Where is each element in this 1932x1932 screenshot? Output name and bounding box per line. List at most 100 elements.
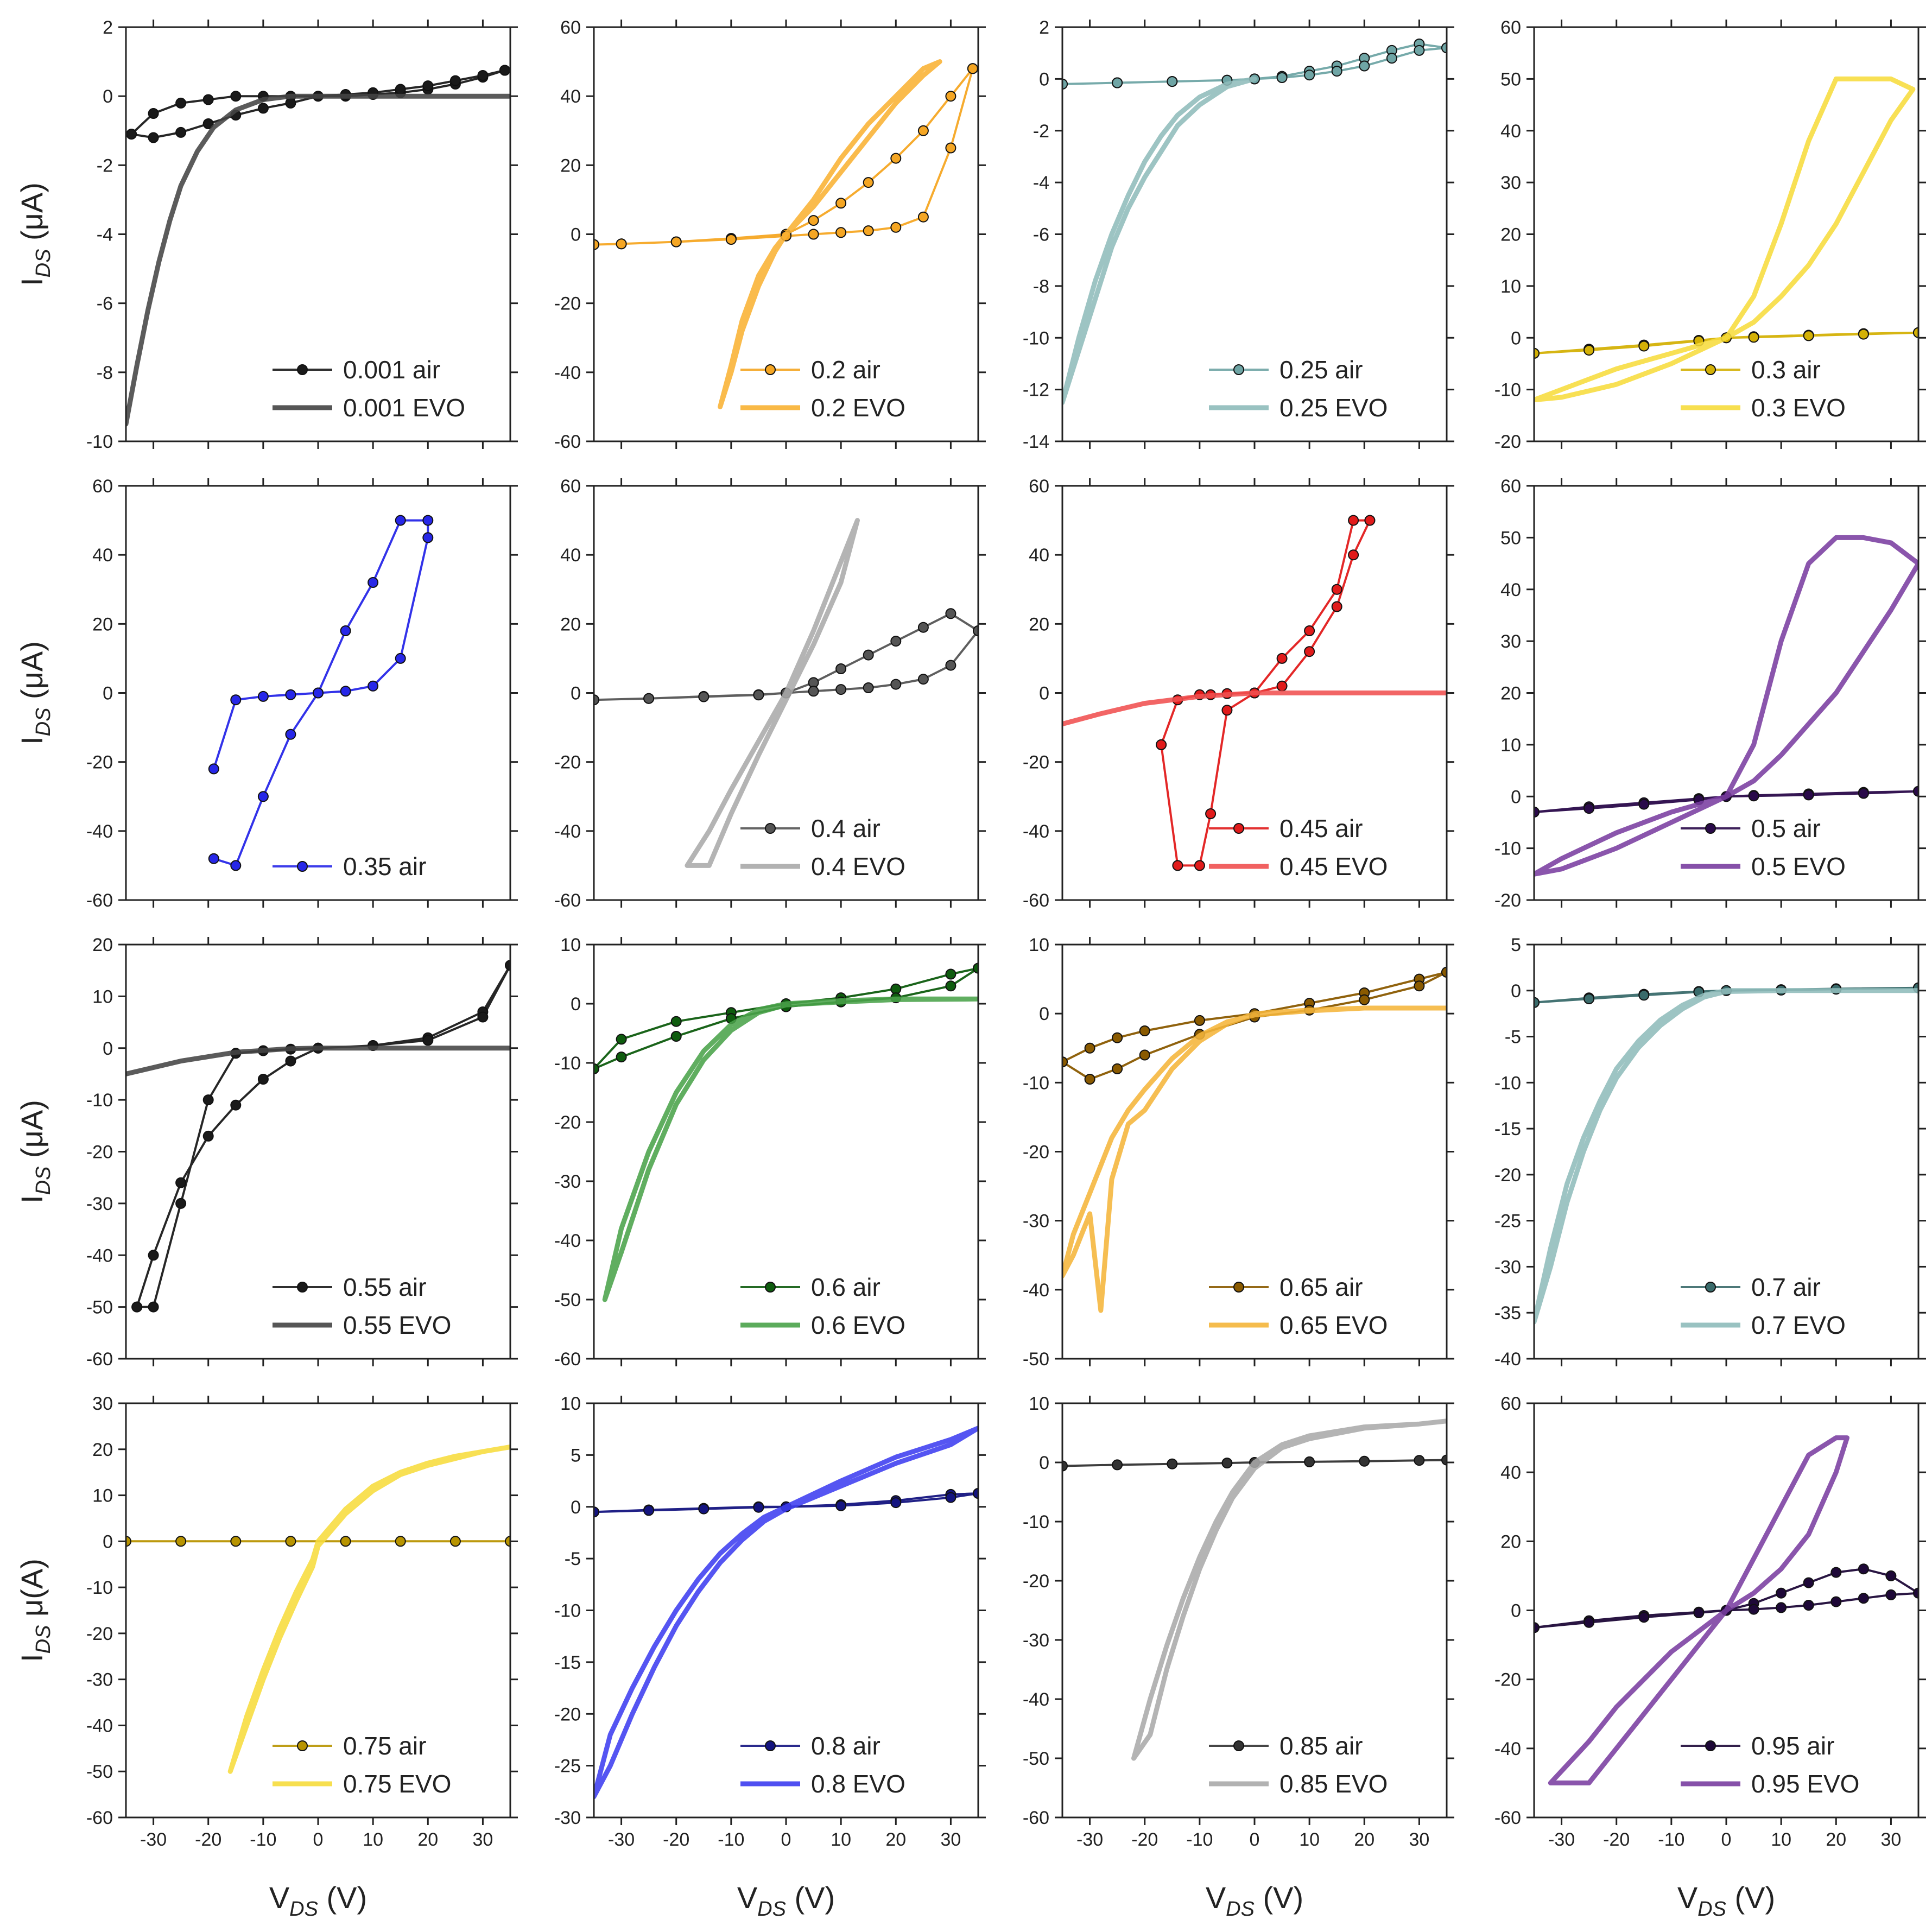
legend-label: 0.3 EVO [1751,394,1846,422]
x-axis-label: VDS (V) [1206,1880,1303,1921]
y-tick-label: 50 [1500,69,1521,90]
legend-marker [297,861,308,872]
legend-label: 0.25 air [1279,356,1363,384]
y-tick-label: -10 [1494,1073,1521,1093]
y-tick-label: 40 [560,86,581,107]
y-tick-label: 10 [560,1393,581,1414]
legend-marker [765,1740,776,1751]
series-line-1 [594,612,978,701]
data-marker [1112,1063,1123,1074]
data-marker [257,691,269,702]
data-marker [1583,1617,1595,1628]
legend-label: 0.55 air [343,1273,426,1301]
data-marker [863,177,874,188]
y-axis-label-main: I [15,1195,49,1203]
x-tick-label: 0 [1721,1829,1732,1850]
data-marker [1534,806,1540,818]
y-tick-label: -40 [554,1231,581,1251]
series-line-2 [1062,76,1257,405]
legend-label: 0.7 EVO [1751,1311,1846,1339]
x-axis-label-main: V [737,1880,758,1915]
y-tick-label: 0 [1511,328,1521,349]
y-tick-label: -20 [1494,1165,1521,1186]
x-axis-label-tail: (V) [318,1880,367,1915]
data-marker [313,687,324,699]
y-axis-label-subscript: DS [32,249,55,278]
data-marker [1858,1563,1869,1575]
y-tick-label: 10 [1500,276,1521,297]
y-tick-label: -30 [86,1670,113,1690]
data-marker [890,153,902,164]
y-tick-label: 30 [1500,173,1521,193]
data-marker [945,1492,957,1503]
data-marker [126,129,137,140]
data-marker [1112,1032,1123,1043]
data-marker [422,1035,434,1046]
y-tick-label: 10 [1500,735,1521,756]
x-tick-label: 30 [1881,1829,1902,1850]
x-axis-label-main: V [1206,1880,1226,1915]
x-tick-label: 0 [781,1829,791,1850]
data-marker [1638,340,1650,352]
data-marker [1112,1459,1123,1471]
legend-label: 0.45 EVO [1279,852,1388,881]
data-marker [1205,808,1217,819]
y-tick-label: 20 [1029,614,1049,635]
y-tick-label: 0 [571,683,581,704]
data-marker [175,126,187,138]
data-marker [1331,584,1342,595]
data-marker [285,729,296,740]
y-tick-label: -6 [1033,225,1049,245]
series-line-2 [1062,1005,1447,1313]
data-marker [945,660,957,671]
y-axis-label-subscript: DS [32,1167,55,1195]
x-axis-label: VDS (V) [269,1880,367,1921]
y-tick-label: 40 [1500,1462,1521,1483]
data-marker [395,84,406,95]
legend-label: 0.7 air [1751,1273,1821,1301]
x-axis-label-subscript: DS [1697,1898,1726,1921]
data-marker [835,198,847,209]
y-tick-label: -6 [97,294,113,314]
y-axis-label-main: I [15,277,49,286]
x-axis-label: VDS (V) [1677,1880,1775,1921]
axes-frame [1533,943,1920,1360]
y-tick-label: -10 [1023,1073,1049,1093]
data-marker [670,236,682,248]
legend-label: 0.95 air [1751,1732,1834,1760]
y-tick-label: -20 [86,1624,113,1644]
data-marker [395,515,406,526]
legend-marker [765,364,776,375]
legend-label: 0.85 EVO [1279,1770,1388,1798]
legend-label: 0.001 air [343,356,440,384]
y-tick-label: -60 [554,1349,581,1370]
data-marker [1858,328,1869,340]
data-marker [1304,69,1315,81]
legend-label: 0.6 EVO [811,1311,905,1339]
data-marker [131,1301,143,1313]
x-axis-label-main: V [269,1880,290,1915]
series-line-2 [718,59,942,409]
data-marker [1534,347,1540,359]
y-axis-label: IDS (μA) [15,182,55,286]
y-tick-label: -20 [1494,432,1521,452]
data-marker [1858,788,1869,799]
data-marker [594,1506,599,1518]
data-marker [202,1130,214,1142]
y-tick-label: -60 [1023,890,1049,911]
data-marker [1748,332,1759,343]
y-tick-label: 0 [103,1038,113,1059]
x-tick-label: 20 [885,1829,906,1850]
data-marker [1638,799,1650,810]
y-tick-label: 10 [1029,1393,1049,1414]
data-marker [148,132,159,143]
data-marker [1803,1600,1814,1611]
axes-frame [593,1402,979,1819]
legend: 0.8 air 0.8 EVO [740,1732,905,1798]
data-marker [1167,1458,1178,1469]
y-tick-label: -20 [1494,890,1521,911]
data-marker [1167,76,1178,87]
legend: 0.5 air 0.5 EVO [1681,814,1846,881]
series-line-2 [1062,691,1447,727]
data-marker [175,97,187,109]
